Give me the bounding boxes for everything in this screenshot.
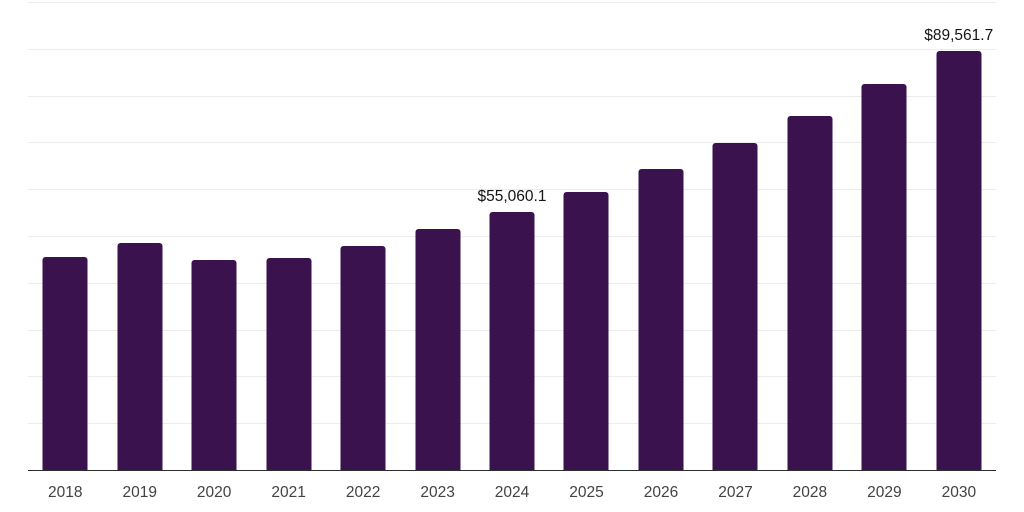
gridline-90000	[28, 48, 996, 50]
x-tick-2022: 2022	[345, 484, 381, 501]
bar-column-2025	[549, 2, 623, 470]
bar-column-2021	[251, 2, 325, 470]
bar-2018	[42, 257, 88, 470]
plot-area: $55,060.1 $89,561.7	[28, 2, 996, 471]
bar-column-2018	[28, 2, 102, 470]
x-tick-2020: 2020	[196, 484, 232, 501]
x-tick-2024: 2024	[494, 484, 530, 501]
bar-column-2019	[102, 2, 176, 470]
value-label-2030: $89,561.7	[924, 26, 994, 44]
bar-column-2028	[773, 2, 847, 470]
bar-2027	[712, 143, 758, 470]
x-tick-2023: 2023	[420, 484, 455, 501]
x-tick-2029: 2029	[867, 484, 902, 501]
bar-2030	[936, 50, 982, 470]
gridline-60000	[28, 189, 996, 191]
x-tick-2026: 2026	[643, 484, 679, 501]
x-axis-line	[28, 469, 996, 471]
bar-2019	[117, 242, 163, 470]
x-tick-2028: 2028	[792, 484, 828, 501]
bar-2029	[861, 83, 907, 470]
bar-column-2027	[698, 2, 772, 470]
bar-column-2029	[847, 2, 921, 470]
bar-2026	[638, 169, 684, 470]
x-tick-2018: 2018	[47, 484, 83, 501]
bar-2025	[563, 192, 609, 470]
bar-2021	[266, 257, 312, 470]
bar-2024	[489, 212, 535, 470]
bar-2022	[340, 245, 386, 470]
bar-column-2026	[624, 2, 698, 470]
x-tick-2019: 2019	[122, 484, 157, 501]
bar-column-2024: $55,060.1	[475, 2, 549, 470]
bar-2023	[415, 228, 461, 470]
value-label-2024: $55,060.1	[477, 188, 547, 206]
x-tick-2025: 2025	[569, 484, 604, 501]
bar-2028	[787, 115, 833, 470]
x-tick-2030: 2030	[941, 484, 977, 501]
x-tick-2021: 2021	[271, 484, 306, 501]
bar-column-2023	[400, 2, 474, 470]
x-tick-2027: 2027	[718, 484, 753, 501]
bar-column-2022	[326, 2, 400, 470]
bar-column-2020	[177, 2, 251, 470]
bar-2020	[191, 259, 237, 470]
gridline-100000	[28, 2, 996, 3]
x-axis-tick-labels: 2018 2019 2020 2021 2022 2023 2024 2025 2026 2027…	[28, 483, 996, 502]
gridline-80000	[28, 95, 996, 97]
gridline-70000	[28, 142, 996, 144]
bar-column-2030: $89,561.7	[922, 2, 996, 470]
